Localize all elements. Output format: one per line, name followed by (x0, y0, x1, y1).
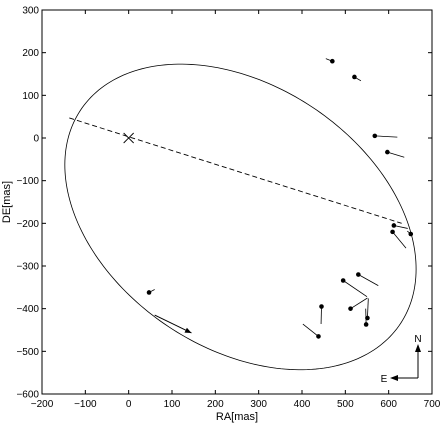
y-tick-label: −600 (16, 390, 39, 401)
x-tick-label: 400 (294, 399, 311, 410)
observation-point (330, 58, 335, 64)
y-tick-label: −200 (16, 219, 39, 230)
x-tick-label: 300 (250, 399, 267, 410)
x-tick-label: −100 (74, 399, 97, 410)
x-tick-label: −200 (31, 399, 54, 410)
residual-line (392, 231, 407, 249)
residual-line (367, 298, 369, 319)
observation-point (319, 304, 324, 309)
residual-line (302, 323, 319, 337)
x-tick-label: 700 (424, 399, 441, 410)
y-tick-label: −100 (16, 176, 39, 187)
x-tick-label: 100 (164, 399, 181, 410)
observation-point (348, 306, 353, 311)
y-tick-label: 200 (22, 48, 39, 59)
compass-north-label: N (414, 334, 421, 345)
plot-content (64, 58, 417, 371)
y-tick-label: −300 (16, 262, 39, 273)
residual-line (358, 274, 379, 286)
plot-area (41, 9, 433, 395)
x-tick-label: 0 (126, 399, 132, 410)
y-tick-label: −500 (16, 347, 39, 358)
compass-east-arrowhead (390, 375, 398, 381)
residual-line (350, 297, 368, 310)
x-tick-label: 500 (337, 399, 354, 410)
observation-point (146, 290, 152, 295)
observation-point (408, 231, 414, 237)
motion-arrow (154, 314, 192, 334)
y-tick-label: −400 (16, 304, 39, 315)
residual-line (387, 151, 405, 158)
residual-line (374, 135, 398, 138)
x-tick-label: 200 (207, 399, 224, 410)
observation-point (352, 74, 357, 80)
y-tick-label: 300 (22, 6, 39, 17)
x-axis-label: RA[mas] (216, 411, 258, 423)
observation-point (316, 334, 321, 339)
y-tick-label: 100 (22, 91, 39, 102)
observation-point (356, 272, 361, 277)
observation-point (372, 133, 378, 139)
observation-point (391, 223, 397, 228)
compass-east-label: E (381, 374, 388, 385)
primary-star-marker (123, 132, 134, 144)
compass-north-arrowhead (415, 344, 421, 352)
residual-line (393, 225, 408, 229)
observation-point (363, 322, 369, 327)
observation-point (385, 149, 390, 155)
observation-point (390, 229, 395, 235)
axis-ticks: −200 −100 0 100 200 300 400 500 600 700 −600 −500 −4… (16, 6, 440, 411)
y-axis-label: DE[mas] (1, 181, 13, 223)
line-of-nodes (69, 117, 402, 224)
orbit-ellipse (64, 63, 417, 371)
motion-arrow-head (184, 327, 192, 333)
y-tick-label: 0 (33, 134, 39, 145)
plot-overlay: NE (154, 314, 422, 385)
x-tick-label: 600 (380, 399, 397, 410)
observation-point (340, 278, 346, 283)
residual-line (342, 280, 368, 298)
